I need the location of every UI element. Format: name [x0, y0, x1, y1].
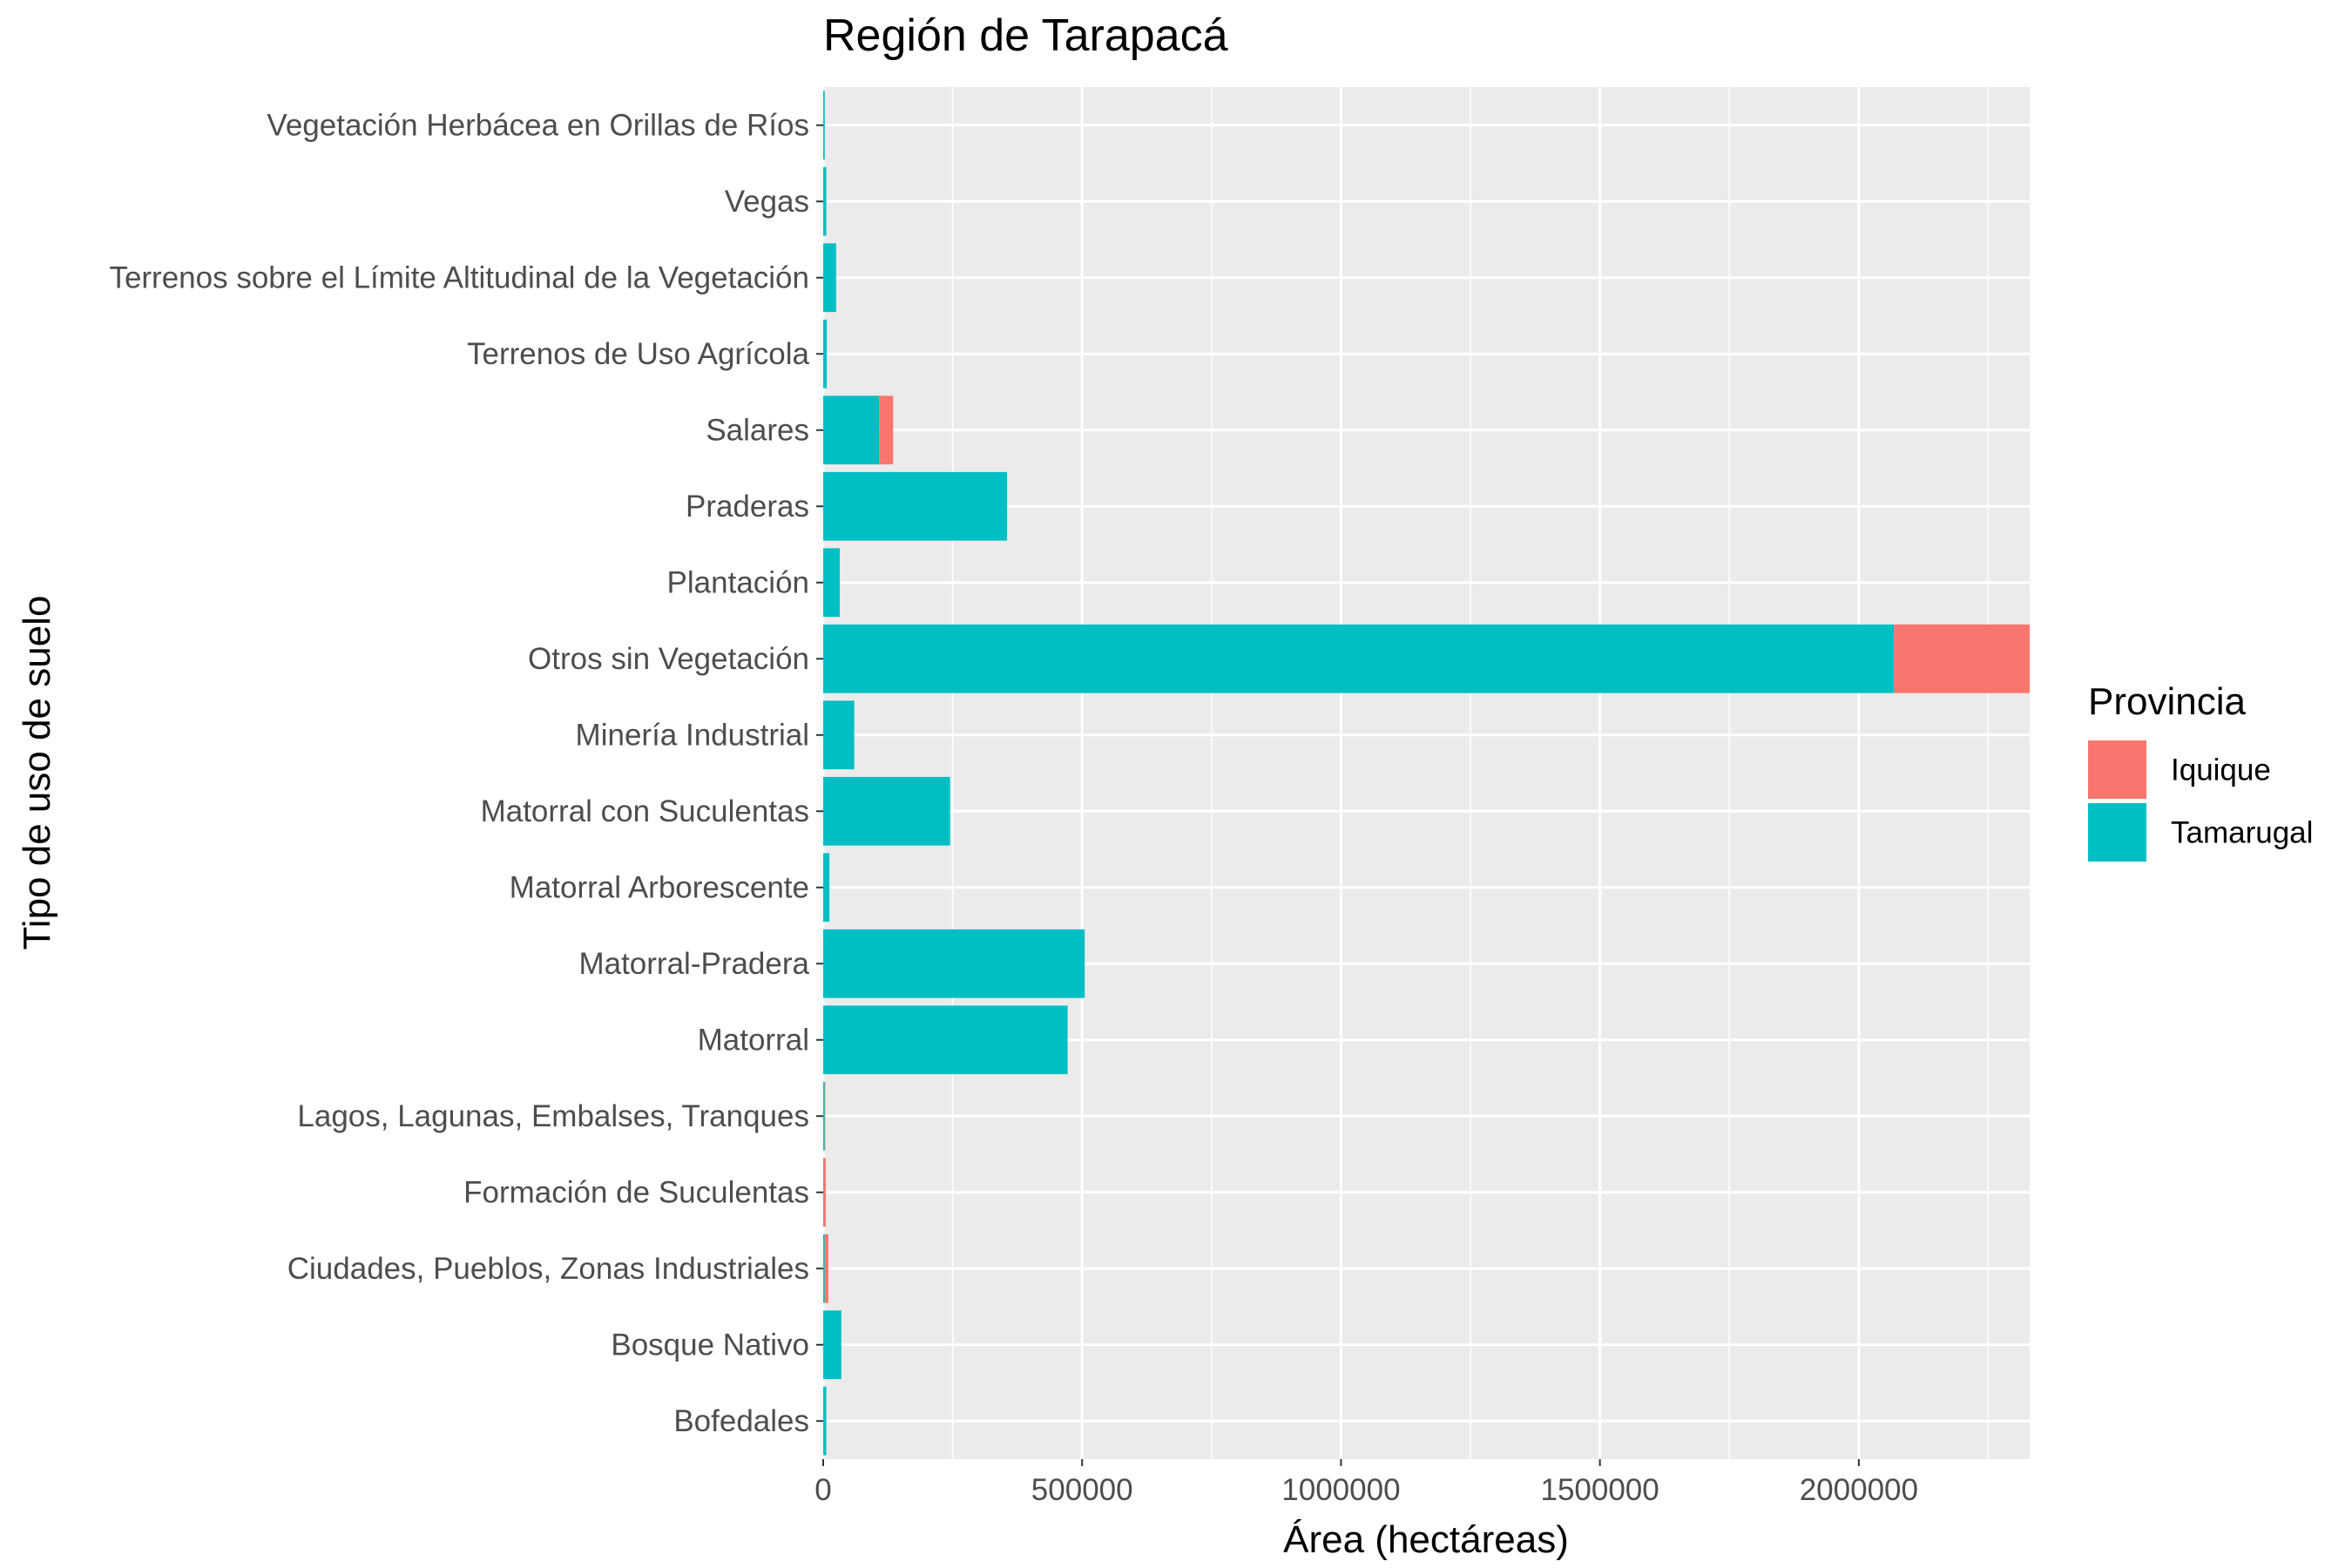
- x-tick-label: 0: [814, 1473, 831, 1507]
- bar-tamarugal-4: [823, 1081, 825, 1151]
- bar-tamarugal-16: [823, 166, 827, 236]
- bar-tamarugal-5: [823, 1005, 1068, 1075]
- y-tick-label: Matorral Arborescente: [510, 870, 809, 904]
- y-tick-label: Ciudades, Pueblos, Zonas Industriales: [287, 1252, 809, 1286]
- bar-tamarugal-11: [823, 548, 841, 618]
- bar-tamarugal-0: [823, 1386, 827, 1456]
- bar-tamarugal-3: [823, 1158, 824, 1227]
- x-axis-title: Área (hectáreas): [1283, 1518, 1569, 1561]
- bar-tamarugal-7: [823, 853, 830, 923]
- x-tick-label: 500000: [1031, 1473, 1133, 1507]
- y-tick-label: Lagos, Lagunas, Embalses, Tranques: [297, 1099, 809, 1133]
- bar-tamarugal-8: [823, 776, 950, 846]
- y-tick-label: Matorral con Suculentas: [481, 794, 809, 828]
- legend-key-tamarugal: [2088, 803, 2146, 862]
- y-tick-label: Matorral-Pradera: [578, 947, 809, 981]
- y-tick-label: Matorral: [698, 1023, 809, 1057]
- bar-tamarugal-15: [823, 243, 836, 313]
- y-tick-label: Bosque Nativo: [611, 1328, 809, 1362]
- bar-tamarugal-12: [823, 471, 1008, 541]
- y-axis-ticks: Bofedales Bosque Nativo Ciudades, Pueblos,…: [109, 108, 823, 1438]
- bar-tamarugal-13: [823, 395, 880, 465]
- y-tick-label: Vegetación Herbácea en Orillas de Ríos: [267, 108, 809, 142]
- bar-iquique-2: [824, 1233, 828, 1303]
- bar-tamarugal-10: [823, 624, 1895, 693]
- bars: [823, 91, 2030, 1456]
- legend-key-iquique: [2088, 740, 2146, 799]
- y-tick-label: Terrenos de Uso Agrícola: [467, 337, 810, 371]
- y-tick-label: Formación de Suculentas: [463, 1175, 809, 1209]
- y-tick-label: Praderas: [686, 490, 809, 524]
- bar-iquique-4: [824, 1081, 826, 1151]
- x-axis-ticks: 0 500000 1000000 1500000 2000000: [814, 1459, 1918, 1507]
- y-tick-label: Vegas: [725, 185, 809, 219]
- x-tick-label: 1000000: [1281, 1473, 1400, 1507]
- y-tick-label: Minería Industrial: [576, 718, 809, 752]
- bar-tamarugal-17: [823, 91, 825, 160]
- bar-tamarugal-9: [823, 700, 855, 770]
- legend-label-tamarugal: Tamarugal: [2171, 816, 2313, 850]
- legend-label-iquique: Iquique: [2171, 754, 2271, 787]
- bar-tamarugal-6: [823, 929, 1085, 998]
- bar-iquique-3: [823, 1158, 826, 1227]
- chart-title: Región de Tarapacá: [823, 10, 1228, 61]
- legend-items: Iquique Tamarugal: [2088, 740, 2313, 862]
- y-tick-label: Bofedales: [673, 1404, 809, 1438]
- legend: Provincia Iquique Tamarugal: [2088, 680, 2313, 862]
- y-tick-label: Otros sin Vegetación: [528, 642, 809, 676]
- y-tick-label: Salares: [706, 413, 809, 447]
- bar-tamarugal-14: [823, 319, 828, 389]
- x-tick-label: 1500000: [1540, 1473, 1659, 1507]
- legend-title: Provincia: [2088, 680, 2246, 723]
- plot-panel: [823, 87, 2030, 1459]
- bar-iquique-10: [1894, 624, 2030, 693]
- y-tick-label: Terrenos sobre el Límite Altitudinal de …: [109, 260, 809, 294]
- y-tick-label: Plantación: [667, 565, 809, 599]
- bar-tamarugal-2: [823, 1233, 825, 1303]
- x-tick-label: 2000000: [1800, 1473, 1918, 1507]
- bar-iquique-13: [879, 395, 894, 465]
- bar-tamarugal-1: [823, 1310, 841, 1380]
- y-axis-title: Tipo de uso de suelo: [16, 596, 58, 950]
- grid-lines: [821, 87, 2030, 1459]
